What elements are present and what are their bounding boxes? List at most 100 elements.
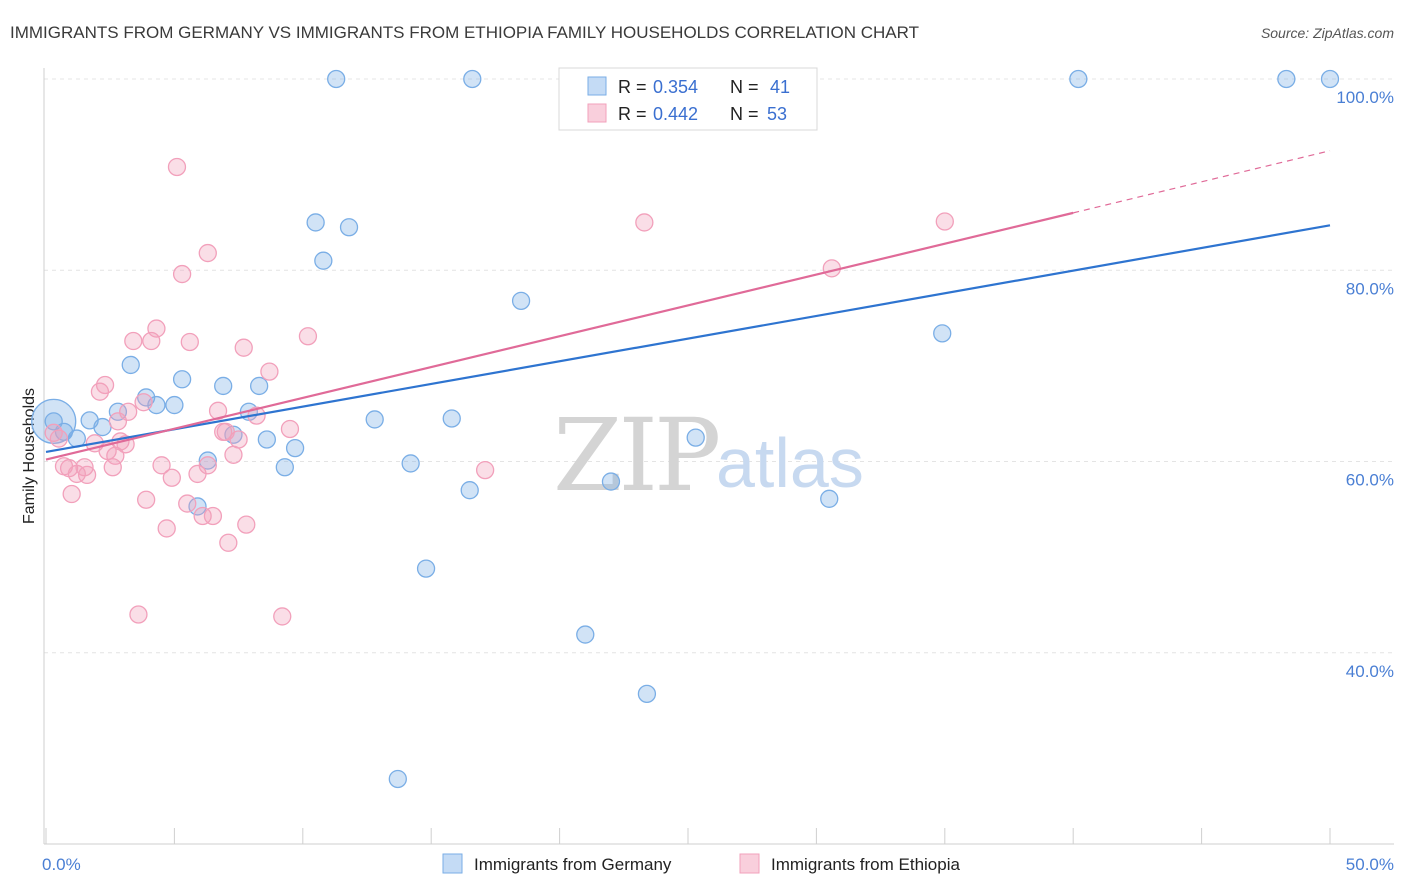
- y-tick-label-1: 80.0%: [1346, 279, 1394, 298]
- series-ethiopia-points: [44, 157, 954, 626]
- x-tick-label-right: 50.0%: [1346, 855, 1394, 874]
- legend-ethiopia-n-label: N =: [730, 104, 759, 124]
- ethiopia-point-48: [635, 213, 654, 232]
- ethiopia-point-52: [216, 422, 235, 442]
- legend-germany-n-value: 41: [770, 77, 790, 97]
- germany-point-4: [93, 417, 112, 437]
- ethiopia-point-30: [180, 332, 199, 352]
- ethiopia-point-0: [44, 423, 63, 442]
- ethiopia-point-20: [134, 393, 153, 412]
- axes: [43, 68, 1394, 845]
- ethiopia-point-38: [224, 445, 243, 464]
- germany-point-7: [137, 388, 156, 407]
- germany-point-29: [460, 481, 479, 500]
- ethiopia-point-32: [193, 506, 212, 526]
- ethiopia-trend-line-dashed: [1073, 150, 1331, 214]
- germany-point-22: [327, 69, 346, 89]
- legend-box: R = 0.354 N = 41 R = 0.442 N = 53: [558, 67, 818, 131]
- germany-point-34: [637, 684, 657, 704]
- germany-point-17: [257, 430, 276, 449]
- legend-ethiopia-r-value: 0.442: [653, 104, 698, 124]
- ethiopia-point-37: [219, 533, 238, 552]
- ethiopia-point-1: [49, 429, 68, 448]
- germany-point-36: [820, 489, 839, 508]
- y-tick-labels: 100.0% 80.0% 60.0% 40.0%: [1336, 88, 1394, 681]
- germany-point-37: [933, 324, 952, 343]
- legend-swatch-ethiopia: [587, 103, 607, 123]
- legend-germany-n-label: N =: [730, 77, 759, 97]
- ethiopia-point-50: [935, 212, 954, 231]
- germany-point-32: [576, 625, 595, 644]
- legend-germany-r-label: R =: [618, 77, 647, 97]
- germany-point-16: [249, 376, 269, 396]
- germany-point-12: [198, 451, 217, 470]
- watermark: ZIP atlas: [553, 397, 864, 514]
- germany-point-19: [285, 438, 305, 458]
- bottom-legend-swatch-germany: [442, 853, 463, 874]
- ethiopia-point-12: [103, 458, 122, 477]
- germany-point-33: [601, 472, 621, 491]
- germany-point-35: [686, 428, 705, 447]
- germany-point-13: [214, 376, 233, 396]
- ethiopia-point-34: [203, 506, 223, 526]
- germany-point-31: [511, 291, 531, 311]
- bottom-legend-swatch-ethiopia: [739, 853, 760, 874]
- y-tick-label-3: 40.0%: [1346, 662, 1394, 681]
- germany-point-25: [388, 769, 407, 789]
- ethiopia-point-33: [198, 243, 217, 263]
- ethiopia-point-45: [280, 419, 300, 439]
- germany-point-11: [188, 497, 207, 516]
- grid-lines: [44, 78, 1394, 654]
- ethiopia-point-43: [260, 362, 279, 381]
- y-tick-label-0: 100.0%: [1336, 88, 1394, 107]
- germany-point-23: [339, 218, 359, 237]
- ethiopia-point-41: [237, 515, 256, 534]
- germany-point-5: [108, 402, 128, 421]
- ethiopia-point-47: [475, 460, 495, 480]
- ethiopia-point-24: [152, 456, 171, 475]
- germany-point-9: [165, 395, 184, 415]
- y-axis-label: Family Households: [21, 388, 38, 524]
- germany-point-24: [365, 410, 384, 429]
- ethiopia-point-25: [157, 519, 176, 538]
- legend-germany-r-value: 0.354: [653, 77, 698, 97]
- ethiopia-point-46: [298, 327, 318, 346]
- ethiopia-point-44: [273, 607, 292, 626]
- germany-point-10: [172, 370, 192, 389]
- ethiopia-point-10: [95, 375, 115, 395]
- chart-title: IMMIGRANTS FROM GERMANY VS IMMIGRANTS FR…: [10, 23, 919, 42]
- germany-point-38: [1069, 69, 1088, 89]
- legend-ethiopia-n-value: 53: [767, 104, 787, 124]
- bottom-legend: Immigrants from Germany Immigrants from …: [442, 853, 960, 874]
- x-tick-label-left: 0.0%: [42, 855, 81, 874]
- germany-point-6: [121, 355, 140, 375]
- ethiopia-point-51: [198, 456, 217, 475]
- legend-ethiopia-r-label: R =: [618, 104, 647, 124]
- bottom-legend-label-germany: Immigrants from Germany: [474, 855, 672, 874]
- germany-point-26: [401, 454, 420, 473]
- ethiopia-point-23: [147, 319, 166, 338]
- x-ticks: [45, 828, 1331, 844]
- y-tick-label-2: 60.0%: [1346, 471, 1394, 490]
- ethiopia-point-29: [178, 494, 197, 513]
- germany-point-28: [442, 409, 461, 428]
- ethiopia-point-19: [129, 605, 148, 624]
- ethiopia-point-7: [77, 465, 97, 485]
- germany-point-20: [306, 213, 325, 232]
- legend-swatch-germany: [587, 76, 607, 96]
- germany-point-21: [314, 251, 333, 270]
- ethiopia-point-13: [106, 446, 125, 465]
- germany-point-39: [1277, 69, 1296, 89]
- ethiopia-point-27: [167, 157, 187, 177]
- germany-point-18: [275, 458, 294, 477]
- ethiopia-point-28: [172, 264, 192, 284]
- ethiopia-point-17: [119, 402, 138, 421]
- ethiopia-point-21: [137, 490, 156, 509]
- germany-point-30: [463, 69, 482, 89]
- ethiopia-point-4: [62, 484, 81, 504]
- chart-source: Source: ZipAtlas.com: [1261, 25, 1394, 41]
- watermark-atlas: atlas: [716, 424, 864, 502]
- ethiopia-point-26: [162, 468, 181, 487]
- watermark-zip: ZIP: [553, 397, 718, 514]
